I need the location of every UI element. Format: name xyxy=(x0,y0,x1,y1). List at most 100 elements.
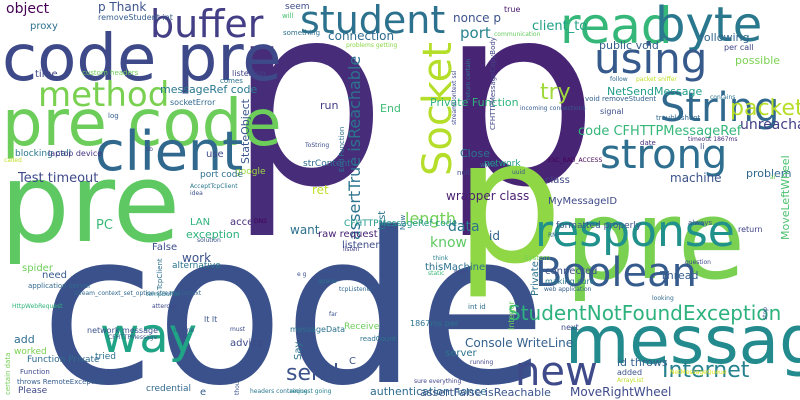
word-code: code xyxy=(40,187,547,400)
word-packet: packet xyxy=(730,96,800,121)
word-accepttcpclient: idea xyxy=(190,190,203,197)
word-streamcontext-ssl: CFHTTPMessageCopyBody xyxy=(489,37,497,130)
word-must: ar xyxy=(770,174,777,181)
word-mymessageid: solution xyxy=(197,237,221,244)
word-integer: thought xyxy=(234,371,241,395)
word-null: Integer xyxy=(507,301,516,330)
word-uuid: problem xyxy=(746,167,792,180)
word-byte: byte xyxy=(655,0,763,53)
word-moverightwheel: id throws xyxy=(617,356,668,369)
word-called: google xyxy=(235,167,266,177)
word-using: using xyxy=(594,34,708,83)
word-client: client xyxy=(95,120,244,183)
word-unreachable: signal xyxy=(600,107,624,116)
word-blocking-call: laptop device xyxy=(48,149,103,158)
word-test-timeout: port code xyxy=(200,170,244,180)
word-class: length xyxy=(405,209,456,228)
word-thought: attercap xyxy=(152,303,178,310)
word-signal: troubleshoot xyxy=(656,114,701,122)
word-static: sub xyxy=(454,268,467,276)
word-message: message xyxy=(565,302,800,379)
word-void-removestudent: void removeStudent xyxy=(585,95,657,103)
word-li: blocking call xyxy=(15,149,72,159)
word-strong: strong xyxy=(600,132,728,178)
word-think: connected xyxy=(545,266,598,277)
word-p: p xyxy=(440,0,599,242)
word-console-writeline: server xyxy=(445,348,477,359)
word-next: 1867ms per xyxy=(410,319,459,328)
word-stop: write xyxy=(480,161,498,169)
word-per-call: per call xyxy=(724,43,754,52)
word-stateobject: called xyxy=(4,157,22,164)
word-cfhttpmessage: iPhone xyxy=(174,327,195,334)
word-laptop-device: sb xyxy=(146,146,153,153)
word-formatted-properly: RMI xyxy=(548,232,560,239)
word-student: student xyxy=(300,0,446,42)
word-internet: Internet xyxy=(662,358,750,383)
word-alternative: e g xyxy=(297,271,307,278)
word-access: DNS xyxy=(254,218,267,225)
word-packet-sniffer: follow xyxy=(610,76,628,83)
word-thread: spider xyxy=(22,263,53,274)
word-e: send xyxy=(286,361,339,386)
word-boolean: Boolean xyxy=(535,250,697,296)
word-system: Private xyxy=(530,261,541,296)
word-p-thank: p Thank xyxy=(98,0,147,14)
word-following: following xyxy=(700,31,750,44)
word-id: listener xyxy=(342,240,380,251)
word-work: want xyxy=(290,223,320,237)
word-readcount: NetMessageQueue xyxy=(670,369,727,376)
word-cfhttpmessagecopybody: return certain xyxy=(465,58,472,100)
word-want: know xyxy=(430,235,467,251)
word-time: time xyxy=(35,69,58,80)
word-new: new xyxy=(515,349,598,395)
word-pre: pre xyxy=(0,139,181,267)
word-server: authentication nonce xyxy=(370,385,487,398)
word-netmessagequeue: ArrayList xyxy=(617,377,644,384)
word-need: alternative xyxy=(172,261,221,271)
word-add: worked xyxy=(14,347,47,357)
word-method: method xyxy=(38,75,170,115)
word-headers-containing: request going xyxy=(290,388,332,395)
word-rmi: always xyxy=(688,219,713,227)
word-lan: access xyxy=(230,217,264,228)
word-li-ligt: unreachable xyxy=(740,117,800,133)
word-far: readCount xyxy=(360,335,397,343)
word-raw-request: think xyxy=(433,255,449,262)
word-comes: comes xyxy=(220,77,243,85)
word-false: exception xyxy=(186,228,240,241)
word-timeout-1867ms: li xyxy=(700,142,705,151)
word-solution: must xyxy=(230,326,246,333)
word-please: network message xyxy=(87,326,158,335)
word-messageref-code: messageRef code xyxy=(160,83,258,96)
word-will: will xyxy=(282,12,294,20)
word-looking: question xyxy=(685,259,711,266)
word-making-sure: web application xyxy=(544,286,592,293)
word-true: true xyxy=(504,5,521,14)
word-lt-lt: advice xyxy=(230,338,263,349)
word-communication: communication xyxy=(494,31,541,38)
word-buffer: buffer xyxy=(150,2,264,46)
word-queue: looking xyxy=(652,295,674,302)
word-tried: lt lt xyxy=(204,315,218,324)
word-thismachine: static xyxy=(428,270,445,277)
word-advice: credential xyxy=(146,384,191,394)
word-web-application: Thread xyxy=(660,269,699,282)
word-tostring: incoming connections xyxy=(520,105,586,112)
word-tempbuffer: ToString xyxy=(305,142,330,149)
word-e-g: thisMachine xyxy=(425,262,486,273)
word-know: data xyxy=(448,219,480,235)
word-application-server: stream_context_set_option streamContext xyxy=(74,290,202,297)
word-sb: use xyxy=(206,149,224,160)
word-custom-headers: custom headers xyxy=(82,69,139,77)
word-exc-bad-access: uuid xyxy=(512,169,526,176)
word-return: PC xyxy=(96,218,113,233)
word-listen: System xyxy=(524,254,551,262)
word-authentication-nonce: assertFalse isReachable xyxy=(420,386,551,399)
word-c: Receive xyxy=(344,322,380,332)
word-seem: seem xyxy=(285,2,310,12)
word-public-void: public void xyxy=(599,39,659,52)
word-netsendmessage: NetSendMessage xyxy=(607,85,703,98)
word-contains: contains xyxy=(710,94,736,101)
